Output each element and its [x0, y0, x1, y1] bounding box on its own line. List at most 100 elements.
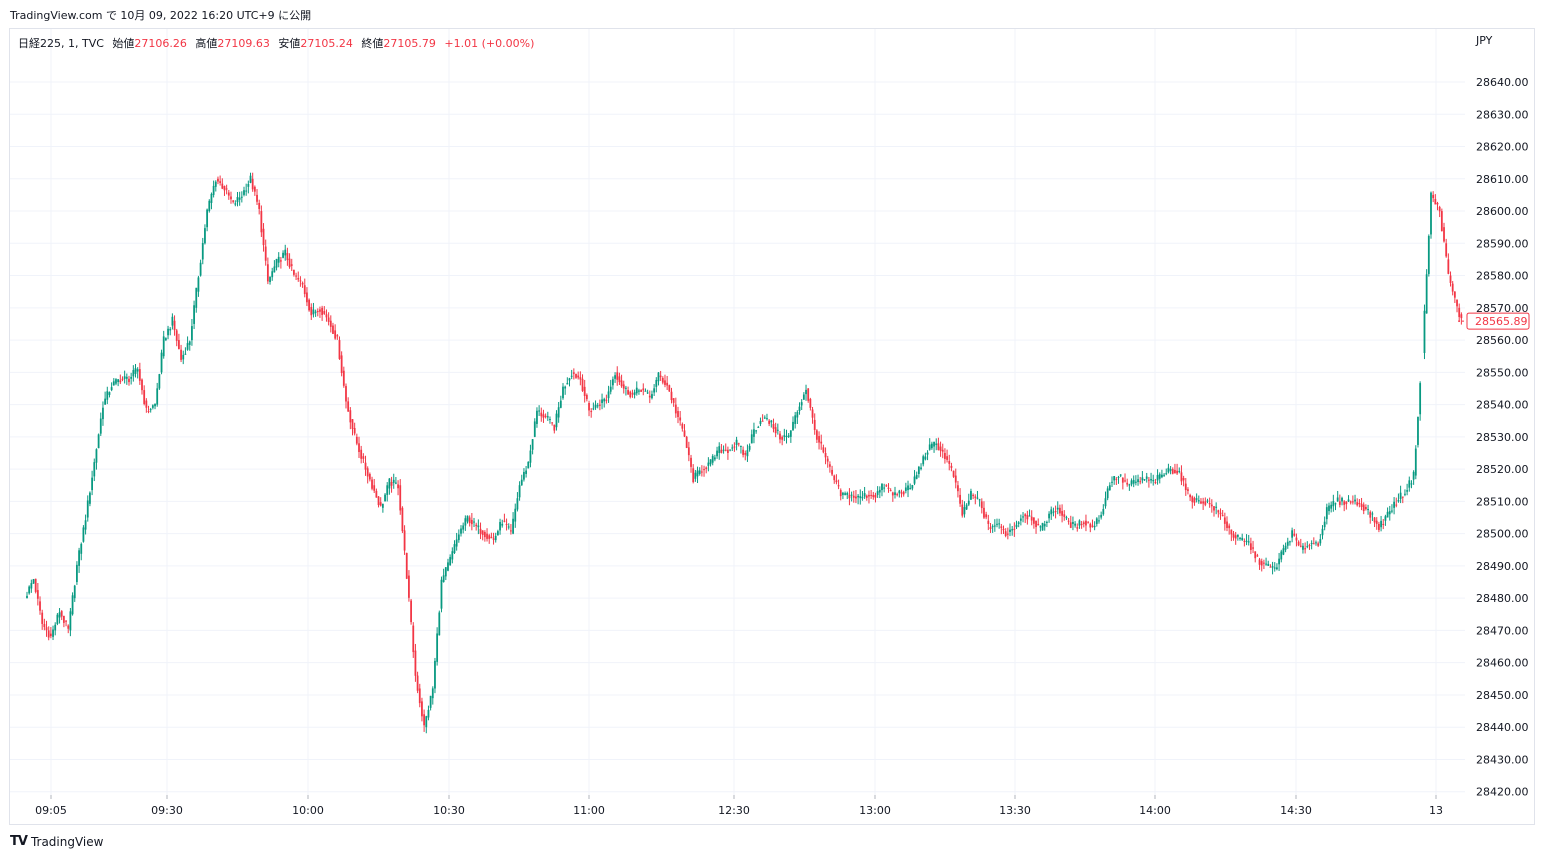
candle-body: [1417, 416, 1419, 445]
candle-body: [954, 475, 957, 483]
candle-body: [583, 386, 586, 396]
candle-body: [898, 490, 901, 494]
candle-body: [674, 404, 677, 414]
candle-body: [510, 530, 512, 532]
candle-body: [974, 496, 977, 498]
candle-body: [700, 471, 703, 473]
candle-body: [818, 436, 820, 443]
x-tick-label: 09:30: [151, 804, 183, 817]
candle-body: [1399, 492, 1402, 499]
candle-body: [915, 475, 918, 479]
candle-body: [1095, 518, 1098, 524]
candle-body: [119, 380, 122, 383]
candle-body: [32, 579, 35, 584]
x-tick-label: 13:30: [999, 804, 1031, 817]
candle-body: [47, 630, 50, 638]
candle-body: [381, 503, 384, 508]
candle-body: [434, 660, 436, 689]
candle-body: [920, 467, 922, 470]
candle-body: [108, 392, 111, 395]
candle-body: [1453, 291, 1456, 298]
candle-body: [30, 583, 33, 589]
candle-body: [657, 372, 660, 382]
candle-body: [442, 575, 445, 583]
candle-body: [1143, 479, 1146, 481]
candle-body: [872, 494, 875, 498]
candle-body: [518, 485, 521, 498]
candles: [26, 172, 1463, 734]
candle-body: [1082, 522, 1085, 525]
candle-body: [260, 211, 263, 233]
candle-body: [876, 491, 879, 495]
candle-body: [781, 436, 784, 440]
candle-body: [1449, 275, 1452, 283]
candle-body: [559, 400, 562, 408]
candle-body: [633, 392, 636, 395]
candle-body: [648, 395, 651, 398]
candle-body: [1163, 474, 1165, 476]
candle-body: [1063, 514, 1066, 517]
candle-body: [980, 501, 983, 509]
candle-body: [514, 508, 517, 522]
candle-body: [757, 426, 760, 428]
published-info: TradingView.com で 10月 09, 2022 16:20 UTC…: [10, 9, 312, 22]
candle-body: [770, 420, 773, 423]
candle-body: [225, 188, 228, 190]
candle-body: [238, 197, 241, 200]
candle-body: [397, 484, 399, 489]
open-value: 27106.26: [134, 37, 187, 50]
y-tick-label: 28430.00: [1476, 753, 1529, 766]
candle-body: [948, 461, 951, 464]
candle-body: [405, 552, 408, 579]
tradingview-logo-icon: TV: [10, 834, 28, 849]
candle-body: [718, 446, 721, 453]
candle-body: [457, 534, 460, 541]
candle-body: [753, 429, 755, 437]
candle-body: [377, 496, 380, 506]
candle-body: [811, 409, 814, 418]
y-tick-label: 28470.00: [1476, 624, 1529, 637]
candle-body: [1306, 546, 1309, 548]
candle-body: [1276, 567, 1278, 570]
candle-body: [618, 376, 621, 383]
candle-body: [251, 178, 254, 190]
candle-body: [158, 374, 161, 389]
candle-body: [312, 309, 315, 315]
candle-body: [1334, 503, 1337, 505]
candle-body: [1128, 484, 1131, 486]
candle-body: [1210, 504, 1213, 507]
candle-body: [253, 186, 256, 192]
candle-body: [447, 562, 449, 571]
x-tick-label: 12:30: [718, 804, 750, 817]
candle-body: [687, 447, 690, 456]
candle-body: [1223, 517, 1226, 524]
candle-body: [839, 490, 842, 497]
candle-body: [123, 376, 126, 379]
candle-body: [449, 557, 452, 566]
candle-body: [1351, 501, 1354, 503]
candle-body: [1265, 563, 1267, 565]
candle-body: [403, 530, 406, 551]
candle-body: [62, 615, 65, 623]
candle-body: [95, 449, 98, 463]
candle-body: [1085, 520, 1087, 526]
tradingview-brand[interactable]: TV TradingView: [10, 834, 103, 849]
candle-body: [928, 444, 931, 450]
candle-body: [705, 467, 708, 469]
candle-body: [1252, 547, 1254, 549]
candle-body: [733, 446, 736, 448]
candle-body: [145, 400, 148, 408]
candle-body: [214, 181, 217, 187]
candle-body: [262, 228, 265, 246]
candle-body: [887, 487, 890, 489]
candle-body: [957, 485, 959, 492]
candle-body: [1195, 498, 1198, 500]
candle-body: [1325, 507, 1328, 520]
candle-body: [594, 404, 597, 408]
candle-body: [1119, 474, 1122, 476]
y-tick-label: 28480.00: [1476, 592, 1529, 605]
y-tick-label: 28570.00: [1476, 302, 1529, 315]
candle-body: [653, 388, 656, 393]
candle-body: [65, 620, 67, 622]
